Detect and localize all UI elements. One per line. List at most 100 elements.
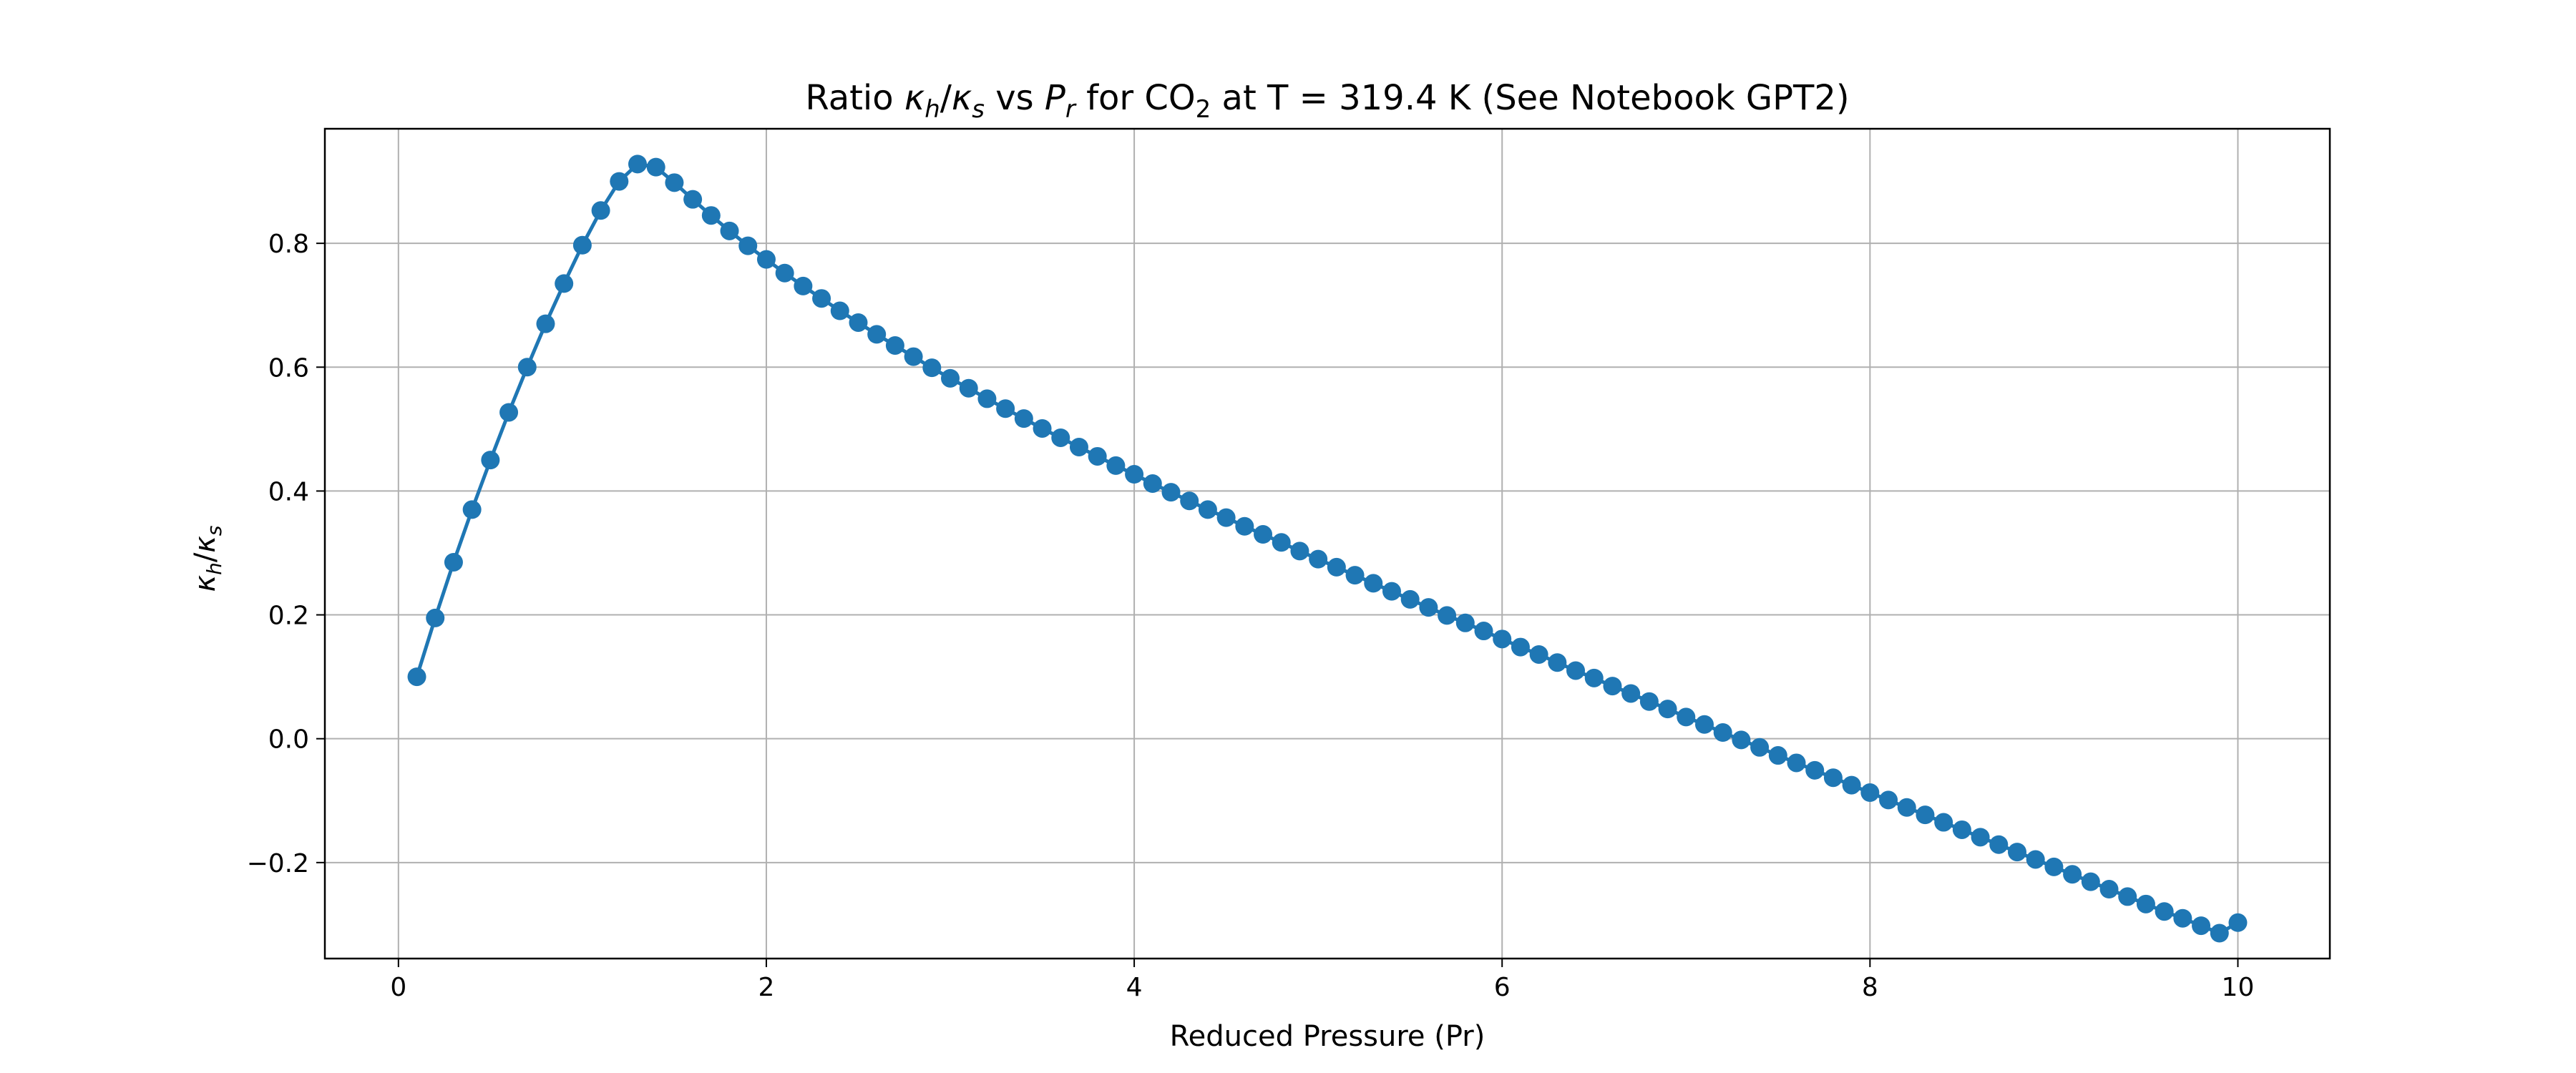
- data-point: [1254, 525, 1273, 544]
- data-point: [2173, 908, 2192, 928]
- data-point: [2228, 913, 2248, 932]
- data-point: [904, 347, 923, 366]
- series-line: [415, 162, 2239, 935]
- data-point: [941, 368, 960, 388]
- data-point: [1455, 613, 1475, 632]
- data-point: [1934, 813, 1953, 832]
- data-point: [1548, 653, 1567, 672]
- data-point: [2007, 843, 2026, 862]
- data-point: [1198, 500, 1217, 519]
- data-point: [867, 325, 887, 344]
- data-point: [701, 206, 721, 225]
- data-point: [646, 157, 665, 177]
- data-point: [1382, 582, 1401, 601]
- x-axis-label: Reduced Pressure (Pr): [1170, 1020, 1485, 1053]
- data-point: [2081, 872, 2100, 891]
- data-point: [1051, 428, 1070, 447]
- x-tick-label: 4: [1126, 973, 1143, 1002]
- data-point: [665, 173, 684, 192]
- data-point: [1474, 622, 1493, 641]
- data-point: [2155, 902, 2174, 921]
- data-point: [1327, 557, 1346, 577]
- x-axis-ticks: 0 2 4 6 8 10: [390, 959, 2254, 1002]
- data-point: [426, 608, 445, 627]
- data-point: [1621, 684, 1641, 703]
- x-tick-label: 10: [2222, 973, 2255, 1002]
- data-point: [1694, 715, 1714, 734]
- data-point: [1511, 637, 1530, 657]
- data-point: [2118, 887, 2137, 906]
- data-point: [1860, 783, 1880, 802]
- data-point: [517, 358, 537, 377]
- data-point: [1125, 465, 1144, 484]
- data-point: [1529, 645, 1548, 664]
- data-point: [1750, 738, 1770, 757]
- data-point: [1069, 437, 1088, 456]
- data-point: [830, 301, 849, 320]
- data-point: [720, 221, 739, 240]
- x-tick-label: 6: [1494, 973, 1511, 1002]
- data-point: [738, 236, 758, 255]
- data-point: [2026, 850, 2045, 869]
- data-point: [1639, 692, 1659, 711]
- data-point: [775, 263, 794, 283]
- data-point: [407, 667, 426, 687]
- data-point: [1272, 533, 1291, 552]
- data-point: [1309, 549, 1328, 569]
- data-point: [1014, 409, 1033, 428]
- data-point: [1842, 775, 1861, 795]
- data-point: [1088, 446, 1107, 466]
- data-point: [922, 358, 942, 378]
- data-point: [1916, 805, 1935, 825]
- data-point: [499, 403, 519, 422]
- data-point: [1952, 820, 1971, 839]
- data-point: [444, 552, 463, 572]
- series-points: [407, 155, 2248, 943]
- data-point: [1161, 483, 1181, 502]
- data-point: [1989, 835, 2009, 854]
- y-tick-label: 0.6: [268, 353, 309, 383]
- y-axis-ticks: −0.2 0.0 0.2 0.4 0.6 0.8: [247, 230, 325, 878]
- data-point: [1732, 730, 1751, 750]
- data-point: [1787, 753, 1806, 773]
- data-point: [572, 235, 592, 255]
- data-point: [1879, 790, 1898, 810]
- data-point: [2099, 880, 2119, 899]
- data-point: [2192, 916, 2211, 936]
- data-point: [1143, 474, 1162, 494]
- data-point: [1658, 700, 1677, 719]
- data-point: [1364, 574, 1383, 593]
- data-point: [2210, 923, 2229, 943]
- data-point: [996, 399, 1015, 418]
- data-point: [1603, 677, 1622, 696]
- data-point: [1677, 707, 1696, 727]
- data-point: [1713, 723, 1732, 743]
- y-axis-label: κh/κs: [189, 526, 226, 592]
- data-point: [794, 276, 813, 295]
- data-point: [1419, 598, 1438, 617]
- data-point: [591, 201, 610, 220]
- data-point: [2044, 857, 2064, 876]
- data-point: [1290, 542, 1309, 561]
- data-point: [885, 335, 904, 355]
- data-point: [555, 274, 574, 293]
- data-point: [1971, 828, 1990, 847]
- data-point: [812, 289, 831, 308]
- data-point: [756, 250, 776, 269]
- data-point: [1033, 418, 1052, 438]
- data-point: [959, 378, 978, 398]
- data-point: [977, 389, 997, 408]
- data-point: [1438, 606, 1457, 625]
- plot-frame: [323, 127, 2331, 960]
- data-point: [536, 314, 555, 333]
- data-point: [2063, 865, 2082, 884]
- data-point: [1805, 760, 1825, 780]
- data-point: [2136, 894, 2155, 913]
- y-tick-label: 0.8: [268, 230, 309, 259]
- y-tick-label: 0.2: [268, 602, 309, 631]
- data-point: [481, 451, 500, 470]
- series-kappa-ratio: [407, 155, 2248, 943]
- data-point: [1235, 516, 1254, 536]
- chart-title: Ratio κh/κs vs Pr for CO2 at T = 319.4 K…: [805, 78, 1849, 124]
